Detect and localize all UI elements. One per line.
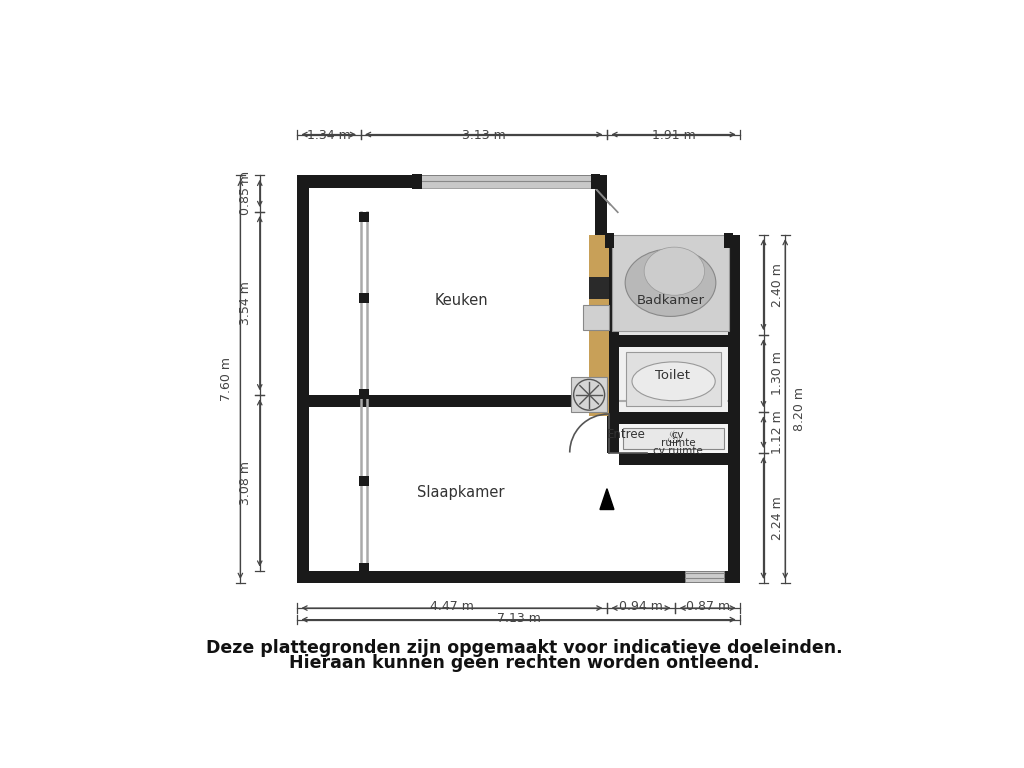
Bar [624, 428, 724, 449]
Text: 1.12 m: 1.12 m [771, 410, 784, 454]
Text: 3.54 m: 3.54 m [239, 281, 252, 325]
Text: 2.24 m: 2.24 m [771, 496, 784, 540]
Text: Badkamer: Badkamer [637, 293, 705, 306]
Text: 7.13 m: 7.13 m [497, 612, 541, 625]
Bar [627, 352, 721, 406]
Ellipse shape [626, 249, 716, 316]
Text: 0.85 m: 0.85 m [239, 171, 252, 216]
Bar [359, 563, 369, 573]
Bar [607, 247, 728, 571]
Bar [607, 234, 728, 247]
Bar [604, 233, 614, 249]
Text: Keuken: Keuken [434, 293, 488, 307]
Bar [620, 424, 728, 452]
Bar [359, 212, 369, 222]
Bar [620, 335, 728, 347]
Text: 4.47 m: 4.47 m [430, 601, 474, 614]
Bar [359, 475, 369, 485]
Bar [589, 277, 608, 299]
Bar [724, 233, 733, 249]
Ellipse shape [632, 362, 715, 401]
Bar [595, 175, 607, 234]
Bar [413, 174, 422, 189]
Text: 7.60 m: 7.60 m [219, 357, 232, 402]
Ellipse shape [644, 247, 705, 295]
Bar [728, 234, 740, 584]
Bar [620, 452, 728, 465]
Bar [415, 175, 595, 187]
Bar [359, 293, 369, 303]
Bar [359, 389, 369, 399]
Text: 8.20 m: 8.20 m [793, 387, 806, 431]
Bar [620, 347, 728, 412]
Text: Slaapkamer: Slaapkamer [418, 485, 505, 500]
Text: 1.34 m: 1.34 m [307, 129, 350, 142]
Text: 3.13 m: 3.13 m [462, 129, 506, 142]
Bar [571, 377, 607, 412]
Bar [297, 175, 309, 584]
Bar [309, 395, 607, 407]
Bar [685, 571, 724, 582]
Text: 2.40 m: 2.40 m [771, 263, 784, 306]
Text: ruimte: ruimte [660, 439, 695, 449]
Text: Entree: Entree [607, 429, 646, 442]
Bar [595, 175, 607, 234]
Text: 3.08 m: 3.08 m [239, 461, 252, 505]
Text: 0.94 m: 0.94 m [620, 601, 663, 614]
Bar [620, 247, 728, 335]
Bar [309, 187, 607, 571]
Text: 1.91 m: 1.91 m [651, 129, 695, 142]
Text: Deze plattegronden zijn opgemaakt voor indicatieve doeleinden.: Deze plattegronden zijn opgemaakt voor i… [207, 639, 843, 657]
Bar [612, 234, 729, 331]
Polygon shape [600, 488, 614, 509]
Text: Hieraan kunnen geen rechten worden ontleend.: Hieraan kunnen geen rechten worden ontle… [290, 654, 760, 673]
Bar [607, 234, 740, 247]
Text: cv: cv [672, 430, 685, 440]
Bar [620, 412, 728, 424]
Text: 1.30 m: 1.30 m [771, 351, 784, 396]
Bar [297, 175, 607, 187]
Bar [607, 247, 620, 452]
Text: 0.87 m: 0.87 m [686, 601, 730, 614]
Bar [591, 174, 600, 189]
Bar [583, 306, 608, 330]
Bar [589, 234, 608, 415]
Bar [297, 571, 740, 584]
Text: Toilet: Toilet [655, 369, 690, 382]
Text: cv ruimte: cv ruimte [653, 446, 703, 456]
Text: ♨: ♨ [666, 429, 682, 447]
